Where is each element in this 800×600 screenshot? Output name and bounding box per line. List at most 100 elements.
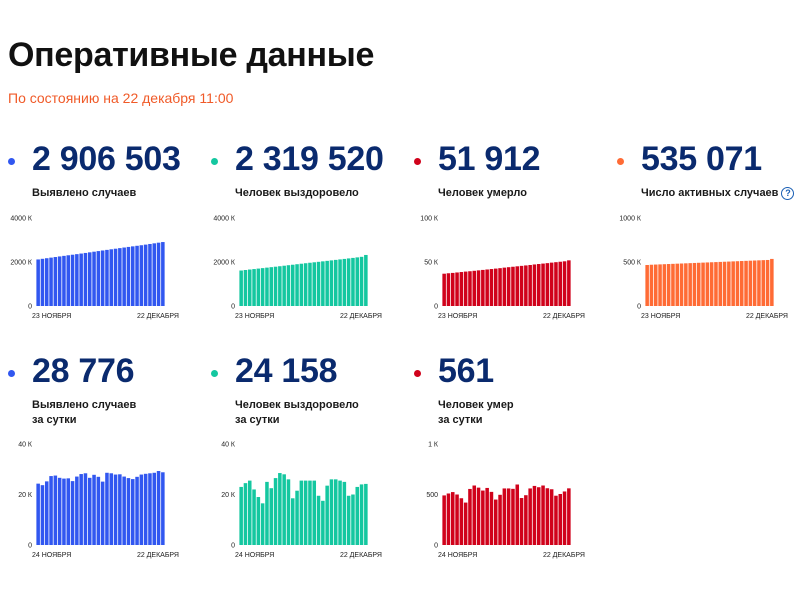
bar [156, 242, 161, 306]
bar [450, 272, 455, 306]
x-start-label: 23 НОЯБРЯ [235, 313, 274, 320]
x-start-label: 23 НОЯБРЯ [438, 313, 477, 320]
stat-label: Человек выздоровело [235, 187, 359, 199]
bar [455, 494, 459, 545]
orange-dot-icon [617, 158, 624, 165]
stat-label: Выявлено случаев [32, 187, 137, 199]
bar [549, 489, 554, 545]
bar [493, 499, 498, 545]
bar [489, 269, 494, 306]
x-end-label: 22 ДЕКАБРЯ [137, 552, 179, 559]
page-subtitle: По состоянию на 22 декабря 11:00 [8, 90, 234, 106]
bar [329, 260, 334, 306]
bar [562, 491, 567, 545]
bar [731, 261, 735, 306]
bar [675, 263, 680, 306]
bar [113, 474, 118, 545]
x-end-label: 22 ДЕКАБРЯ [746, 313, 788, 320]
bar [152, 243, 157, 306]
bar [329, 479, 334, 545]
bar [709, 262, 714, 306]
stat-label: Человек выздоровело за сутки [235, 399, 359, 426]
bar [549, 262, 554, 306]
bar [355, 257, 360, 306]
y-tick-label: 0 [231, 543, 235, 550]
bar [66, 255, 71, 306]
bar [359, 484, 364, 545]
bar [558, 261, 563, 306]
bar [321, 500, 325, 545]
bar [83, 473, 88, 545]
bar [70, 481, 75, 545]
y-tick-label: 20 К [221, 492, 236, 499]
bar [75, 476, 79, 545]
bar [44, 258, 49, 306]
stat-value: 51 912 [438, 140, 541, 178]
bar [476, 270, 481, 306]
bar [113, 248, 118, 306]
stat-label: Число активных случаев? [641, 186, 795, 201]
bar [282, 265, 286, 306]
stat-value: 28 776 [32, 352, 135, 390]
question-icon[interactable]: ? [781, 186, 795, 200]
bar [118, 474, 122, 545]
bar [450, 492, 455, 545]
bar [666, 264, 671, 306]
bar [506, 267, 511, 306]
bar [511, 266, 515, 306]
bar [247, 269, 252, 306]
bar [472, 485, 477, 545]
bar [252, 489, 256, 545]
bar [148, 243, 152, 306]
x-start-label: 24 НОЯБРЯ [32, 552, 71, 559]
bar [463, 502, 468, 545]
bar [688, 263, 692, 306]
bar [135, 245, 139, 306]
bar [239, 486, 243, 545]
bar [96, 476, 101, 545]
bar [130, 246, 135, 306]
bar [269, 267, 274, 306]
bar [122, 247, 126, 306]
stat-card-total-cases: 2 906 503 Выявлено случаев 0 2000 К 4000 К… [8, 140, 198, 340]
bar [303, 263, 308, 306]
bar [333, 259, 338, 306]
bar [770, 258, 774, 306]
bar [148, 473, 152, 545]
bar [96, 251, 101, 306]
bar [493, 268, 498, 306]
bar [92, 474, 96, 545]
bar [346, 258, 351, 306]
bar [541, 263, 545, 306]
bar [761, 260, 766, 306]
bar [49, 476, 53, 545]
bar [260, 268, 265, 306]
bar [139, 474, 144, 545]
bar [49, 257, 53, 306]
y-tick-label: 0 [434, 543, 438, 550]
bar [468, 271, 472, 306]
bar [536, 264, 541, 306]
bar [256, 268, 261, 306]
bar [442, 495, 446, 545]
bar [100, 250, 105, 306]
stat-value: 2 906 503 [32, 140, 181, 178]
bar [269, 488, 274, 545]
bar [481, 269, 485, 306]
y-tick-label: 2000 К [10, 260, 33, 267]
bar [446, 273, 451, 306]
bar [265, 267, 269, 306]
bar [463, 271, 468, 306]
bar [143, 473, 148, 545]
bar [679, 263, 684, 306]
bar [312, 480, 317, 545]
bar [355, 486, 360, 545]
y-tick-label: 0 [28, 304, 32, 311]
bar [278, 473, 282, 545]
chart-daily-cases: 0 20 К 40 К 24 НОЯБРЯ 22 ДЕКАБРЯ [18, 442, 179, 560]
bar [105, 472, 109, 545]
bar [87, 477, 92, 545]
y-tick-label: 0 [28, 543, 32, 550]
bar [243, 270, 248, 306]
bar [252, 269, 256, 306]
